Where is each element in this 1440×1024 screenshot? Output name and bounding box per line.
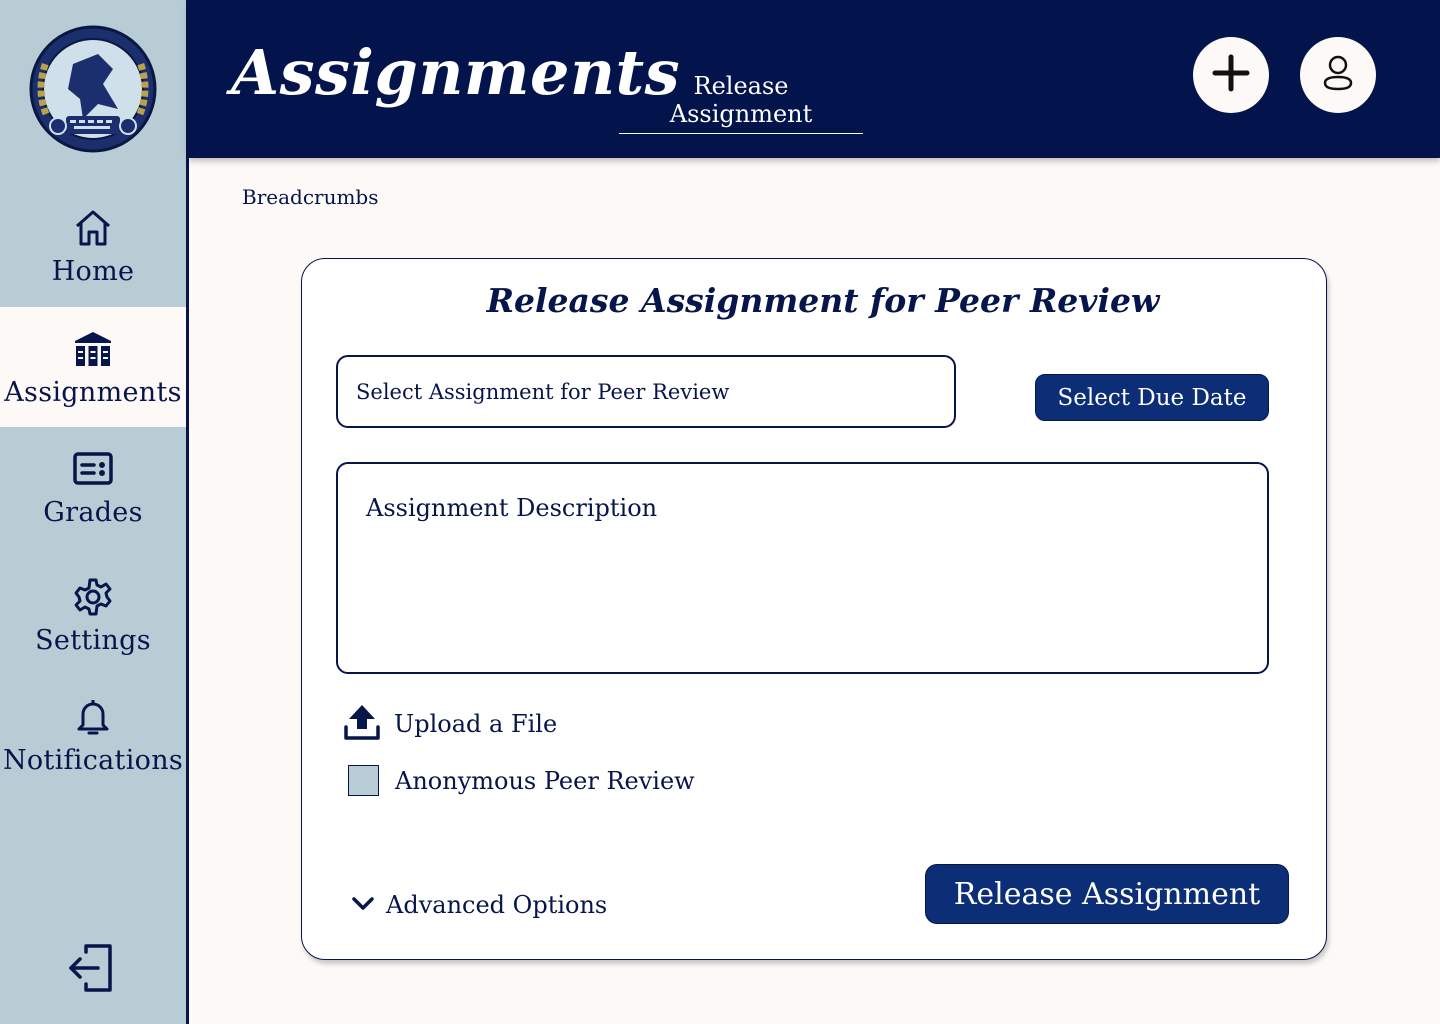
top-header: Assignments Release Assignment [189,0,1440,158]
advanced-options-toggle[interactable]: Advanced Options [350,891,607,919]
card-title: Release Assignment for Peer Review [486,281,1160,320]
sidebar-item-grades[interactable]: Grades [0,427,186,547]
assignment-select[interactable]: Select Assignment for Peer Review [336,355,956,428]
logout-icon[interactable] [66,940,118,996]
sidebar: Home Assignments Grades [0,0,189,1024]
sidebar-item-assignments[interactable]: Assignments [0,307,186,427]
profile-button[interactable] [1300,37,1376,113]
sidebar-item-label: Settings [35,624,151,656]
select-due-date-button[interactable]: Select Due Date [1035,374,1269,421]
anonymous-option: Anonymous Peer Review [348,765,695,796]
grades-card-icon [71,447,115,491]
anonymous-peer-review-checkbox[interactable] [348,765,379,796]
plus-icon [1211,53,1251,97]
bell-icon [71,695,115,739]
upload-file-button[interactable]: Upload a File [344,703,557,745]
gear-icon [71,575,115,619]
release-assignment-link[interactable]: Release Assignment [619,72,863,134]
add-button[interactable] [1193,37,1269,113]
page-title: Assignments [231,36,681,109]
upload-icon [344,703,380,745]
chevron-down-icon [350,893,376,917]
sidebar-item-home[interactable]: Home [0,186,186,306]
sidebar-item-label: Home [51,255,135,287]
logo-seal-icon [28,24,158,154]
assignment-description-field[interactable]: Assignment Description [336,462,1269,674]
breadcrumb[interactable]: Breadcrumbs [242,185,379,209]
release-assignment-card: Release Assignment for Peer Review Selec… [301,258,1327,960]
user-icon [1320,53,1356,97]
sidebar-item-notifications[interactable]: Notifications [0,675,186,795]
release-assignment-button[interactable]: Release Assignment [925,864,1289,924]
sidebar-item-label: Grades [43,496,143,528]
sidebar-item-settings[interactable]: Settings [0,555,186,675]
anonymous-peer-review-label: Anonymous Peer Review [395,766,695,795]
library-icon [71,327,115,371]
home-icon [71,206,115,250]
sidebar-item-label: Notifications [2,744,184,776]
sidebar-item-label: Assignments [4,376,182,408]
advanced-options-label: Advanced Options [386,891,608,919]
upload-file-label: Upload a File [394,710,558,738]
